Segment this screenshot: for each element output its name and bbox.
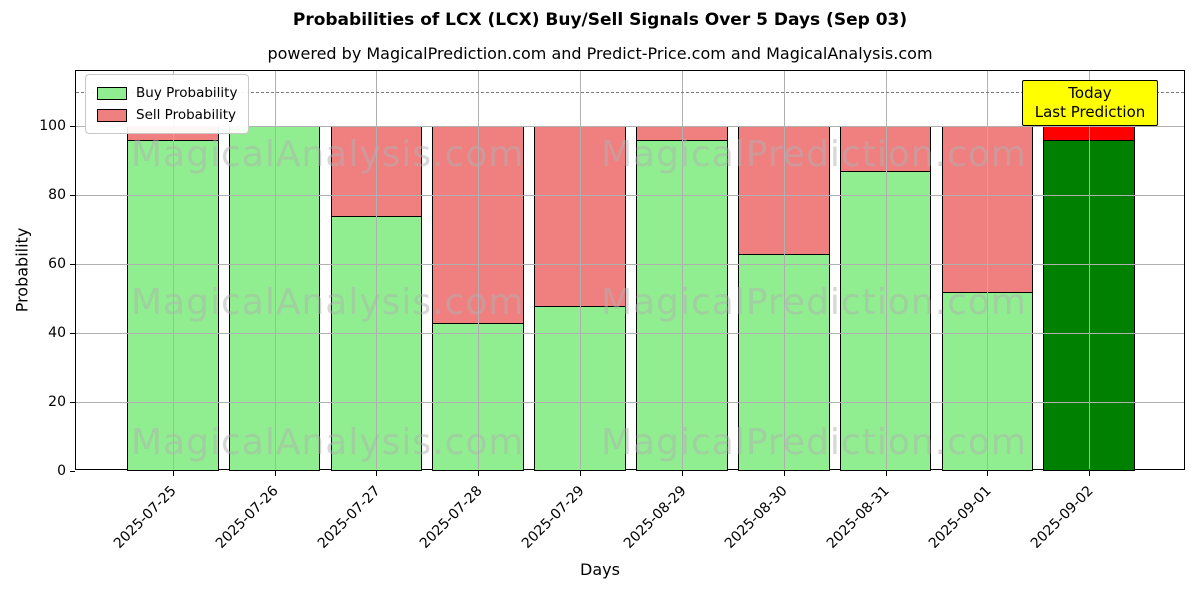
legend-label-buy: Buy Probability xyxy=(136,85,238,101)
x-tick-label: 2025-08-29 xyxy=(620,483,690,552)
bar-buy-segment xyxy=(839,171,932,471)
x-tick-mark xyxy=(580,471,582,476)
v-gridline xyxy=(1089,71,1091,469)
today-annotation-line1: Today xyxy=(1068,84,1112,102)
watermark-text: MagicalAnalysis.com xyxy=(131,134,525,175)
x-tick-label: 2025-07-25 xyxy=(111,483,181,552)
x-tick-label: 2025-07-29 xyxy=(518,483,588,552)
x-tick-mark xyxy=(274,471,276,476)
y-tick-label: 80 xyxy=(48,187,66,204)
x-tick-label: 2025-07-28 xyxy=(416,483,486,552)
watermark-text: MagicalPrediction.com xyxy=(601,422,1027,463)
x-tick-mark xyxy=(987,471,989,476)
chart-title: Probabilities of LCX (LCX) Buy/Sell Sign… xyxy=(292,10,908,30)
today-annotation-line2: Last Prediction xyxy=(1034,103,1146,121)
x-tick-mark xyxy=(1089,471,1091,476)
y-tick-label: 40 xyxy=(48,325,66,342)
watermark-text: MagicalPrediction.com xyxy=(601,134,1027,175)
x-tick-mark xyxy=(783,471,785,476)
h-gridline xyxy=(76,126,1184,128)
watermark-text: MagicalAnalysis.com xyxy=(131,422,525,463)
v-gridline xyxy=(274,71,276,469)
x-tick-mark xyxy=(681,471,683,476)
x-tick-mark xyxy=(172,471,174,476)
y-tick-mark xyxy=(70,125,75,127)
x-tick-label: 2025-09-01 xyxy=(925,483,995,552)
v-gridline xyxy=(376,71,378,469)
plot-area: MagicalAnalysis.com MagicalPrediction.com… xyxy=(39,70,1185,552)
legend-item-buy: Buy Probability xyxy=(97,82,237,104)
y-tick-mark xyxy=(70,332,75,334)
bar-buy-segment xyxy=(737,253,830,471)
y-tick-label: 0 xyxy=(57,463,66,479)
y-tick-mark xyxy=(70,401,75,403)
y-tick-mark xyxy=(70,194,75,196)
x-tick-mark xyxy=(478,471,480,476)
x-tick-label: 2025-07-27 xyxy=(314,483,384,552)
x-axis-label: Days xyxy=(580,560,620,579)
buy-swatch-icon xyxy=(97,86,127,100)
v-gridline xyxy=(885,71,887,469)
x-tick-label: 2025-08-30 xyxy=(722,483,792,552)
bar-sell-segment xyxy=(941,126,1034,294)
h-gridline xyxy=(76,333,1184,335)
y-tick-mark xyxy=(70,263,75,265)
v-gridline xyxy=(580,71,582,469)
h-gridline xyxy=(76,402,1184,404)
x-tick-label: 2025-08-31 xyxy=(824,483,893,552)
x-tick-label: 2025-09-02 xyxy=(1027,483,1097,552)
bar-sell-segment xyxy=(737,126,830,256)
x-tick-mark xyxy=(885,471,887,476)
chart-subtitle: powered by MagicalPrediction.com and Pre… xyxy=(267,44,933,63)
v-gridline xyxy=(681,71,683,469)
h-gridline xyxy=(76,195,1184,197)
y-axis-label: Probability xyxy=(12,227,32,313)
watermark-text: MagicalPrediction.com xyxy=(601,282,1027,323)
v-gridline xyxy=(987,71,989,469)
sell-swatch-icon xyxy=(97,108,127,122)
h-gridline xyxy=(76,264,1184,266)
bar-buy-segment xyxy=(330,215,423,471)
legend-label-sell: Sell Probability xyxy=(136,107,237,123)
watermark-text: MagicalAnalysis.com xyxy=(131,282,525,323)
today-annotation: Today Last Prediction xyxy=(1022,80,1158,126)
legend-item-sell: Sell Probability xyxy=(97,104,237,126)
v-gridline xyxy=(783,71,785,469)
bar-buy-segment xyxy=(941,291,1034,471)
v-gridline xyxy=(172,71,174,469)
x-tick-label: 2025-07-26 xyxy=(213,483,282,552)
y-tick-label: 100 xyxy=(39,118,66,135)
y-tick-mark xyxy=(70,470,75,472)
legend: Buy Probability Sell Probability xyxy=(85,74,250,134)
bar-sell-segment xyxy=(330,126,423,218)
v-gridline xyxy=(478,71,480,469)
dashed-threshold-line xyxy=(76,91,1184,93)
x-tick-mark xyxy=(376,471,378,476)
y-tick-label: 20 xyxy=(48,394,66,411)
y-tick-label: 60 xyxy=(48,256,66,273)
